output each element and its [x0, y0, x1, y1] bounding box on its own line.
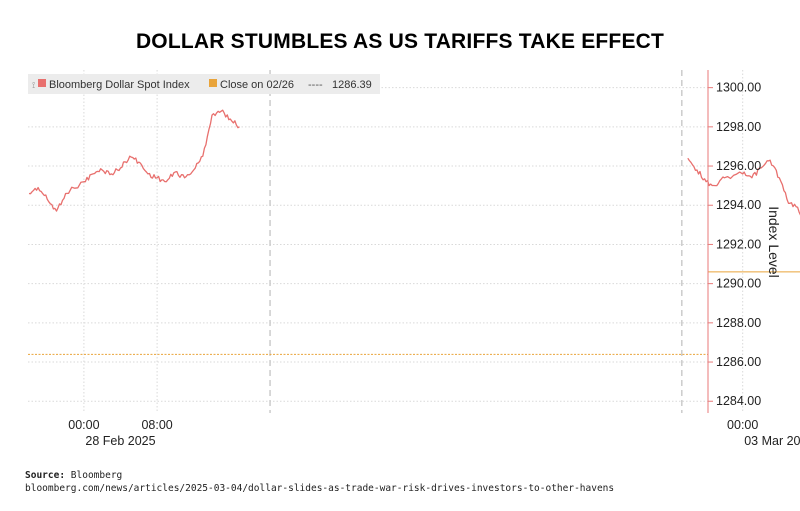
x-tick-label: 08:00	[141, 418, 172, 432]
y-tick-label: 1288.00	[716, 316, 761, 330]
series-line-segment	[687, 157, 800, 216]
legend-background	[28, 74, 380, 94]
source-note: Source: Bloomberg bloomberg.com/news/art…	[25, 469, 614, 495]
source-name: Bloomberg	[70, 470, 123, 481]
legend-marker-icon: ⟟	[32, 80, 35, 90]
source-url: bloomberg.com/news/articles/2025-03-04/d…	[25, 483, 615, 494]
y-tick-label: 1296.00	[716, 159, 761, 173]
y-tick-label: 1300.00	[716, 81, 761, 95]
legend-close-label: Close on 02/26	[220, 79, 294, 91]
series-line-segment	[28, 109, 240, 212]
legend-series-swatch	[38, 79, 46, 87]
y-tick-label: 1290.00	[716, 277, 761, 291]
y-tick-label: 1284.00	[716, 394, 761, 408]
y-tick-label: 1294.00	[716, 198, 761, 212]
gridlines	[28, 70, 744, 413]
x-tick-label: 00:00	[68, 418, 99, 432]
x-date-label: 03 Mar 2025	[744, 434, 800, 448]
x-tick-label: 00:00	[727, 418, 758, 432]
legend-close-dashes: ----	[308, 79, 323, 91]
series-lines	[28, 109, 800, 216]
legend: ⟟ Bloomberg Dollar Spot Index Close on 0…	[28, 74, 380, 94]
last-value-annotation: 0.33%+4.21	[708, 271, 800, 273]
session-breaks	[269, 70, 683, 413]
line-chart: 0.33%+4.21 1284.001286.001288.001290.001…	[28, 70, 800, 448]
legend-close-swatch	[209, 79, 217, 87]
legend-close-value: 1286.39	[332, 79, 372, 91]
chart-title: DOLLAR STUMBLES AS US TARIFFS TAKE EFFEC…	[135, 30, 665, 53]
y-axis-label: Index Level	[766, 206, 782, 278]
legend-series-name: Bloomberg Dollar Spot Index	[49, 79, 190, 91]
y-tick-label: 1286.00	[716, 355, 761, 369]
source-label: Source:	[25, 470, 66, 481]
axes: 1284.00 1286.00 1288.00 1290.00 1292.00 1294.…	[68, 70, 800, 448]
x-date-label: 28 Feb 2025	[85, 434, 155, 448]
y-tick-label: 1292.00	[716, 237, 761, 251]
y-tick-label: 1298.00	[716, 120, 761, 134]
